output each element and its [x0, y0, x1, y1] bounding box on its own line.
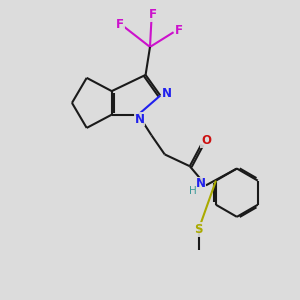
Text: H: H — [189, 186, 197, 196]
Text: N: N — [162, 87, 172, 100]
Text: O: O — [201, 134, 211, 147]
Text: F: F — [149, 8, 157, 21]
Text: F: F — [175, 24, 183, 37]
Text: N: N — [135, 112, 145, 126]
Text: N: N — [196, 177, 206, 190]
Text: F: F — [116, 18, 124, 32]
Text: S: S — [194, 223, 203, 236]
